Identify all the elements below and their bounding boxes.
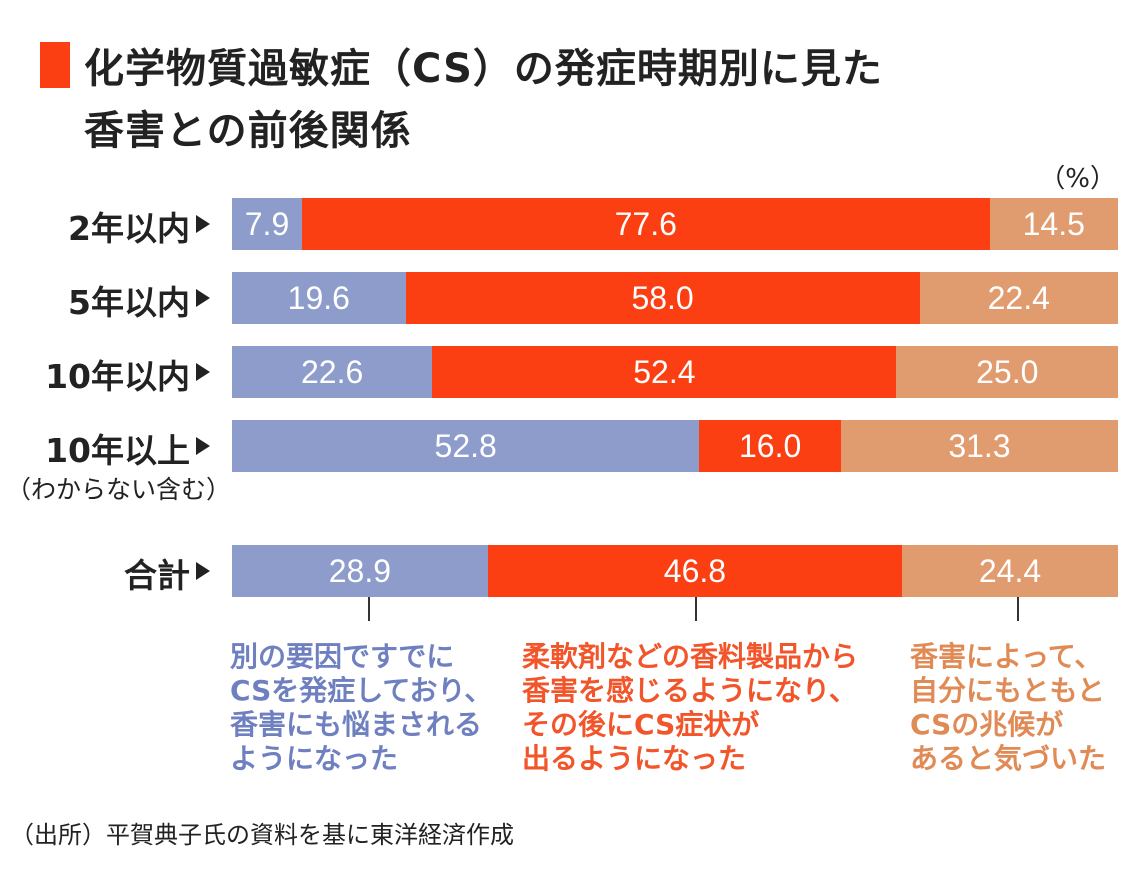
bar-segment: 28.9 xyxy=(232,545,488,597)
bar-segment: 52.4 xyxy=(432,346,897,398)
arrow-icon xyxy=(196,562,210,580)
bar-segment: 77.6 xyxy=(301,198,990,250)
chart-title-line1: 化学物質過敏症（CS）の発症時期別に見た xyxy=(84,46,883,92)
legend-annotation: 香害によって、 自分にもともと CSの兆候が あると気づいた xyxy=(910,640,1106,776)
arrow-icon xyxy=(196,363,210,381)
category-label: 2年以内 xyxy=(68,209,190,248)
legend-line: 香害にも悩まされる xyxy=(230,708,483,741)
leader-line xyxy=(368,597,370,621)
stacked-bar: 22.6 52.4 25.0 xyxy=(232,346,1118,398)
bar-segment: 22.6 xyxy=(232,346,433,398)
category-label: 5年以内 xyxy=(68,283,190,322)
stacked-bar: 7.9 77.6 14.5 xyxy=(232,198,1118,250)
legend-line: 出るようになった xyxy=(522,742,747,775)
category-label: 10年以上 xyxy=(45,431,190,470)
stacked-bar: 28.9 46.8 24.4 xyxy=(232,545,1118,597)
legend-annotation: 別の要因ですでに CSを発症しており、 香害にも悩まされる ようになった xyxy=(230,640,492,776)
unit-label: （%） xyxy=(1039,164,1116,194)
arrow-icon xyxy=(196,289,210,307)
legend-line: CSを発症しており、 xyxy=(230,674,493,707)
title-marker xyxy=(40,42,70,88)
category-label: 10年以内 xyxy=(45,357,190,396)
leader-line xyxy=(695,597,697,621)
bar-segment: 46.8 xyxy=(487,545,903,597)
legend-annotation: 柔軟剤などの香料製品から 香害を感じるようになり、 その後にCS症状が 出るようになっ… xyxy=(522,640,858,776)
bar-segment: 52.8 xyxy=(232,420,700,472)
category-label: 合計 xyxy=(124,556,190,595)
legend-line: あると気づいた xyxy=(910,742,1107,775)
legend-line: CSの兆候が xyxy=(910,708,1064,741)
bar-segment: 22.4 xyxy=(919,272,1118,324)
bar-segment: 16.0 xyxy=(699,420,841,472)
leader-line xyxy=(1017,597,1019,621)
bar-segment: 19.6 xyxy=(232,272,406,324)
bar-segment: 7.9 xyxy=(232,198,302,250)
legend-line: 自分にもともと xyxy=(910,674,1105,707)
legend-line: ようになった xyxy=(230,742,399,775)
legend-line: 香害を感じるようになり、 xyxy=(522,674,857,707)
source-note: （出所）平賀典子氏の資料を基に東洋経済作成 xyxy=(10,821,514,849)
legend-line: 別の要因ですでに xyxy=(230,640,455,673)
legend-line: その後にCS症状が xyxy=(522,708,760,741)
legend-line: 香害によって、 xyxy=(910,640,1103,673)
arrow-icon xyxy=(196,215,210,233)
bar-segment: 31.3 xyxy=(840,420,1118,472)
bar-segment: 14.5 xyxy=(989,198,1118,250)
category-note: （わからない含む） xyxy=(6,475,232,504)
bar-segment: 58.0 xyxy=(405,272,920,324)
stacked-bar: 52.8 16.0 31.3 xyxy=(232,420,1118,472)
legend-line: 柔軟剤などの香料製品から xyxy=(522,640,859,673)
bar-segment: 25.0 xyxy=(896,346,1118,398)
stacked-bar: 19.6 58.0 22.4 xyxy=(232,272,1118,324)
chart-title-line2: 香害との前後関係 xyxy=(84,108,412,154)
bar-segment: 24.4 xyxy=(902,545,1118,597)
arrow-icon xyxy=(196,437,210,455)
